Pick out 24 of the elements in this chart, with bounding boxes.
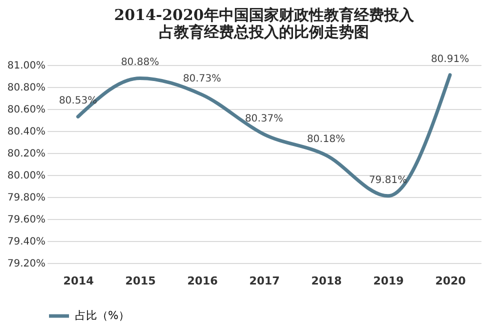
y-tick-label: 79.80% bbox=[7, 192, 46, 204]
data-label: 80.37% bbox=[244, 113, 284, 124]
data-label: 80.88% bbox=[120, 57, 160, 68]
x-tick-label: 2020 bbox=[435, 274, 466, 288]
y-tick-label: 80.80% bbox=[7, 82, 46, 94]
data-label: 80.18% bbox=[306, 134, 346, 146]
data-label: 80.73% bbox=[182, 74, 222, 85]
x-tick-label: 2019 bbox=[373, 274, 404, 288]
data-label: 80.91% bbox=[430, 54, 470, 65]
y-tick-label: 80.40% bbox=[7, 126, 46, 138]
y-tick-label: 79.60% bbox=[7, 214, 46, 226]
y-tick-label: 79.20% bbox=[7, 258, 46, 270]
y-tick-label: 80.60% bbox=[7, 104, 46, 116]
y-tick-label: 81.00% bbox=[7, 60, 46, 72]
x-tick-label: 2014 bbox=[63, 274, 94, 288]
x-tick-label: 2017 bbox=[249, 274, 280, 288]
chart-title: 2014-2020年中国国家财政性教育经费投入占教育经费总投入的比例走势图 bbox=[114, 6, 415, 41]
y-tick-label: 80.20% bbox=[7, 148, 46, 160]
x-tick-label: 2018 bbox=[311, 274, 342, 288]
y-tick-label: 79.40% bbox=[7, 236, 46, 248]
y-tick-label: 80.00% bbox=[7, 170, 46, 182]
x-tick-label: 2015 bbox=[125, 274, 156, 288]
legend-label: 占比（%） bbox=[75, 309, 130, 322]
x-tick-label: 2016 bbox=[187, 274, 218, 288]
